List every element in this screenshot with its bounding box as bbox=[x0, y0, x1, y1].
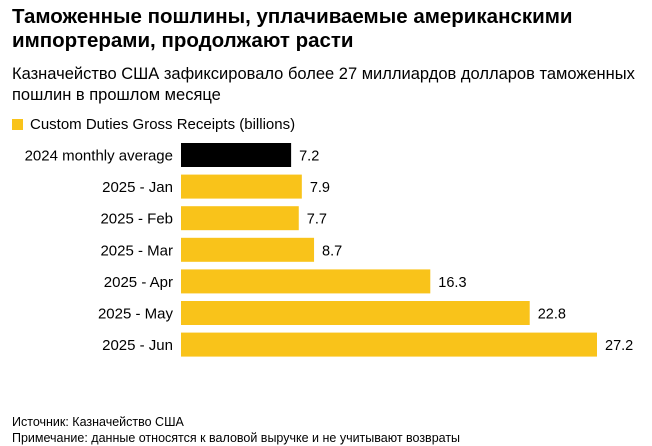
chart-title: Таможенные пошлины, уплачиваемые америка… bbox=[12, 5, 573, 52]
value-label: 8.7 bbox=[322, 243, 342, 259]
category-label: 2025 - Mar bbox=[100, 242, 173, 259]
value-label: 22.8 bbox=[538, 307, 566, 323]
legend: Custom Duties Gross Receipts (billions) bbox=[12, 116, 295, 133]
legend-swatch bbox=[12, 119, 23, 130]
footer: Источник: Казначейство США Примечание: д… bbox=[12, 414, 460, 446]
category-label: 2025 - Apr bbox=[104, 274, 173, 291]
category-label: 2025 - Jun bbox=[102, 337, 173, 354]
chart-subtitle: Казначейство США зафиксировало более 27 … bbox=[12, 65, 635, 104]
bar bbox=[181, 332, 597, 357]
bar bbox=[181, 143, 292, 167]
bar bbox=[181, 301, 530, 325]
value-label: 7.7 bbox=[307, 212, 327, 228]
bar bbox=[181, 174, 302, 199]
value-label: 27.2 bbox=[605, 338, 633, 354]
category-label: 2025 - Feb bbox=[100, 211, 173, 228]
bar bbox=[181, 237, 315, 262]
value-label: 16.3 bbox=[438, 275, 466, 291]
value-label: 7.2 bbox=[299, 149, 319, 165]
bar bbox=[181, 206, 299, 231]
value-label: 7.9 bbox=[310, 180, 330, 196]
category-label: 2025 - Jan bbox=[102, 179, 173, 196]
data-note: Примечание: данные относятся к валовой в… bbox=[12, 431, 461, 445]
legend-label: Custom Duties Gross Receipts (billions) bbox=[30, 116, 296, 133]
category-label: 2025 - May bbox=[98, 306, 174, 323]
category-label: 2024 monthly average bbox=[25, 148, 173, 165]
bar-chart: 2024 monthly average 7.2 2025 - Jan 7.9 2025… bbox=[25, 143, 633, 357]
bar bbox=[181, 269, 431, 294]
source-note: Источник: Казначейство США bbox=[12, 415, 184, 429]
